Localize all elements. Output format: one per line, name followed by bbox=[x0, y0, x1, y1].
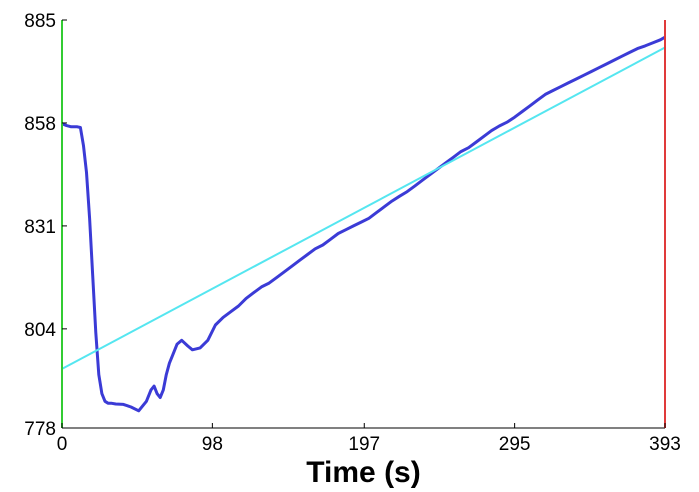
y-tick-label: 885 bbox=[24, 11, 56, 32]
series-layer bbox=[62, 37, 665, 411]
trend-line bbox=[62, 48, 665, 369]
y-tick-label: 804 bbox=[24, 320, 56, 341]
y-axis: 778 804 831 858 885 bbox=[24, 11, 67, 440]
x-tick-label: 197 bbox=[348, 434, 380, 455]
y-tick-label: 778 bbox=[24, 419, 56, 440]
y-tick-label: 831 bbox=[24, 217, 56, 238]
x-tick-label: 0 bbox=[57, 434, 68, 455]
x-axis-title: Time (s) bbox=[306, 456, 420, 489]
x-tick-label: 393 bbox=[649, 434, 681, 455]
x-tick-label: 98 bbox=[202, 434, 223, 455]
data-series-line bbox=[62, 37, 665, 411]
y-tick-label: 858 bbox=[24, 114, 56, 135]
x-tick-label: 295 bbox=[499, 434, 531, 455]
